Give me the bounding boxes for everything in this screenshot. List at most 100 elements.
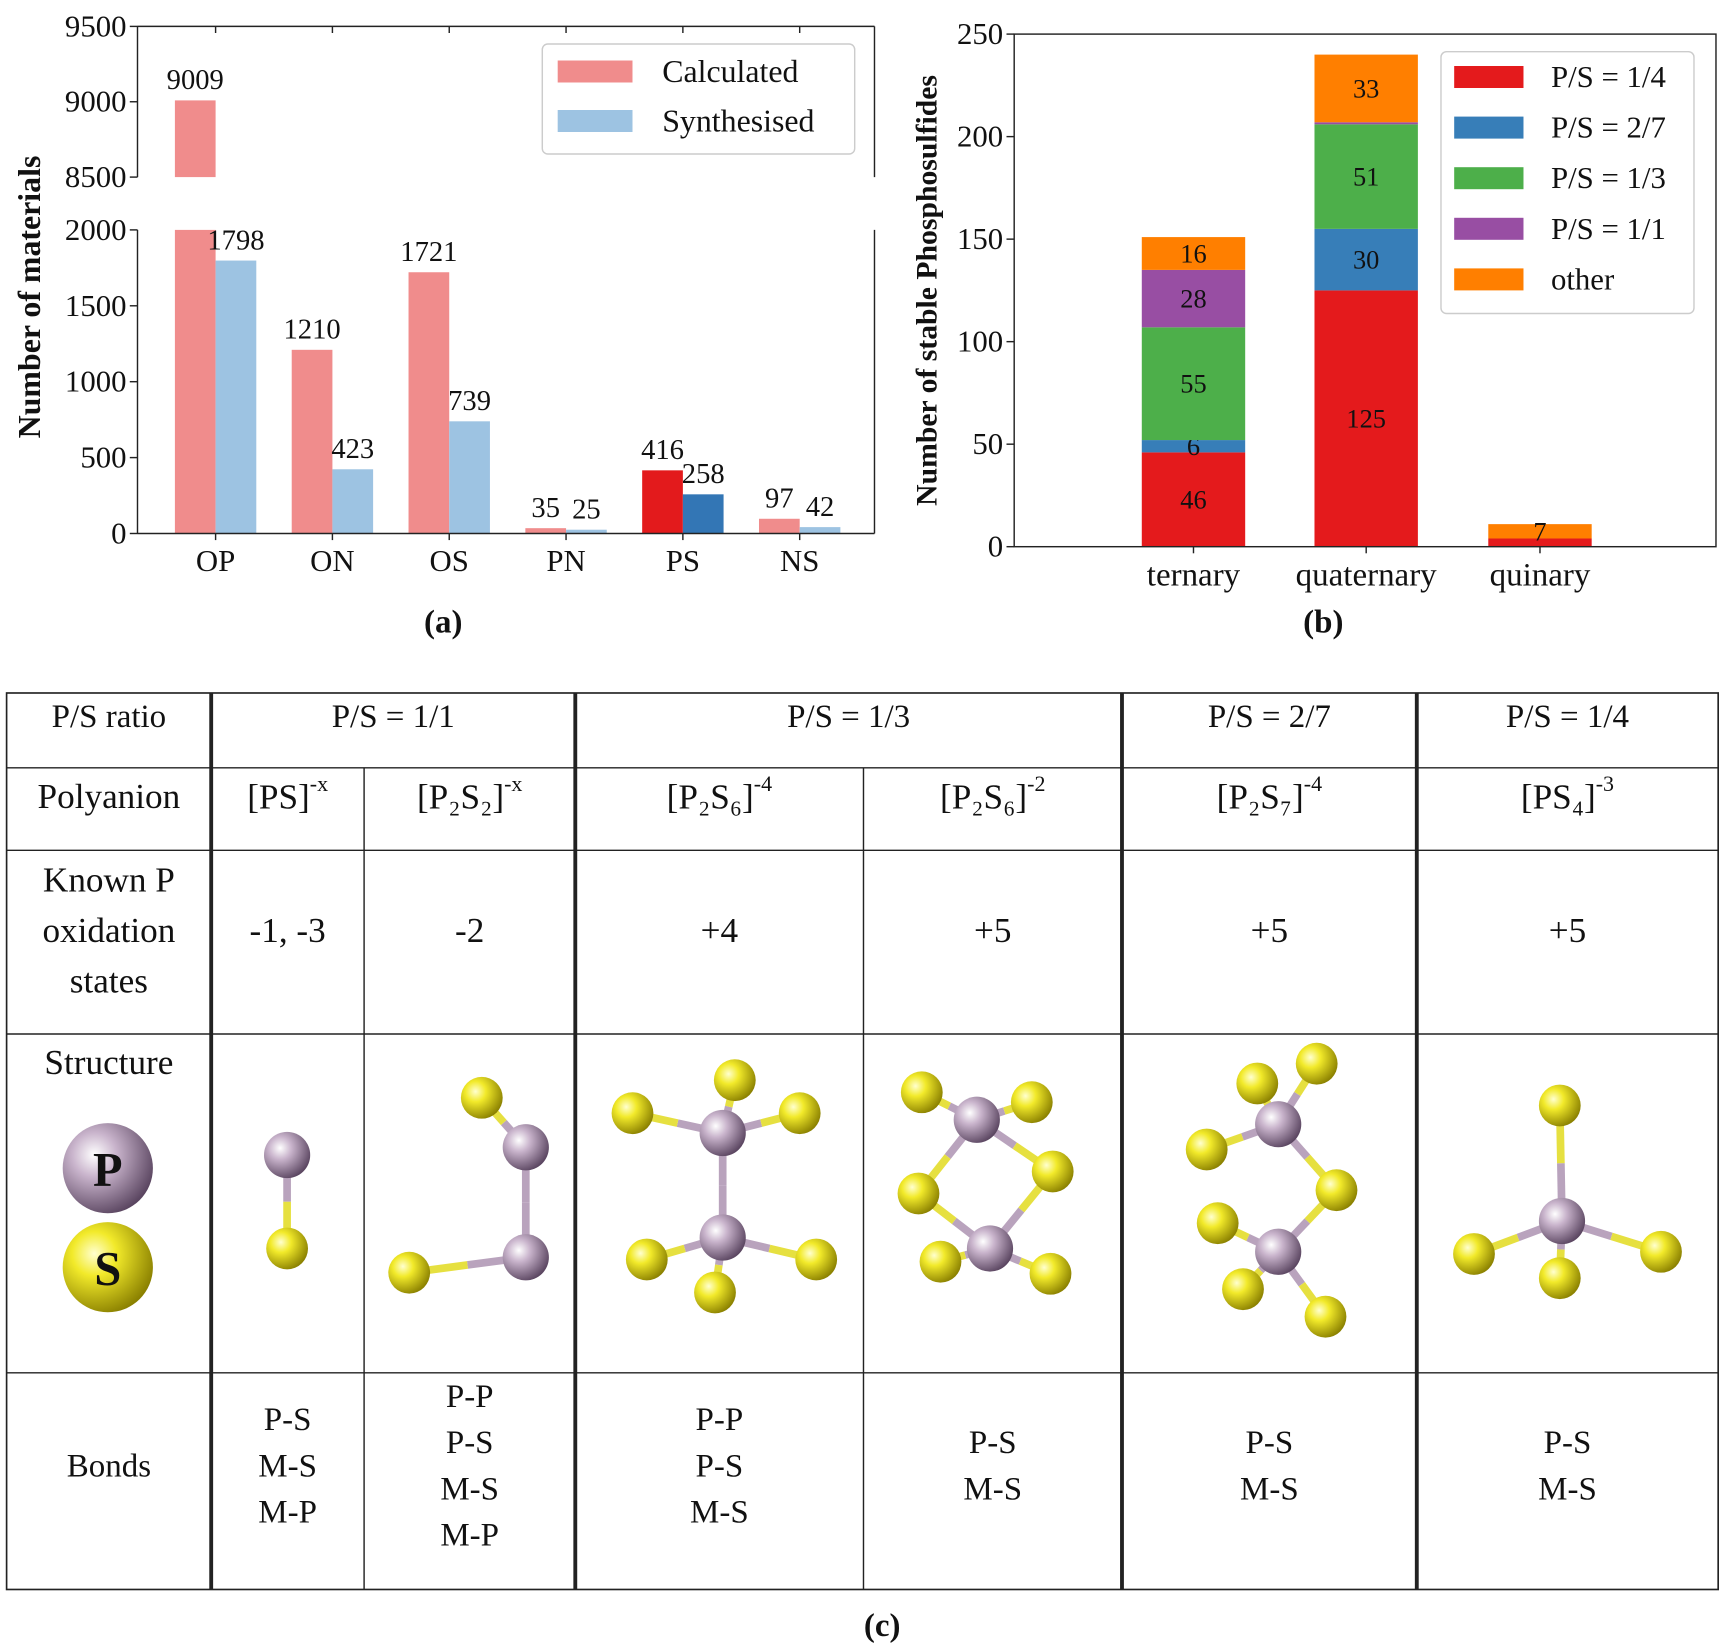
row-header: Bonds <box>67 1448 151 1484</box>
data-label: 258 <box>682 459 725 490</box>
legend-swatch <box>557 109 633 132</box>
y-axis-label: Number of materials <box>12 156 47 439</box>
bar-segment <box>1314 228 1418 291</box>
atom-legend <box>62 1123 153 1214</box>
sulfur-atom <box>778 1092 821 1135</box>
oxidation-state: +5 <box>1549 911 1586 950</box>
bar <box>525 528 567 534</box>
bar <box>408 272 450 534</box>
y-tick-label: 250 <box>957 17 1003 51</box>
caption: (b) <box>1303 605 1343 641</box>
bond-type: P-P <box>446 1379 494 1415</box>
sulfur-atom <box>611 1092 654 1135</box>
sulfur-atom <box>1304 1295 1347 1338</box>
data-label: 28 <box>1180 284 1206 314</box>
ratio-header: P/S = 1/4 <box>1506 699 1629 735</box>
bar-segment <box>1141 440 1246 453</box>
data-label: 739 <box>448 386 491 417</box>
polyanion-formula: [PS] <box>247 777 310 816</box>
bar <box>758 518 800 534</box>
sulfur-atom <box>1640 1230 1682 1273</box>
polyanion: [P₂S₂]-x <box>417 771 522 816</box>
data-label: 46 <box>1180 485 1206 515</box>
polyanion-charge: -2 <box>1027 771 1045 796</box>
sulfur-atom <box>1295 1042 1338 1085</box>
legend-label: Synthesised <box>662 103 814 138</box>
bar <box>174 100 216 178</box>
ratio-header: P/S = 2/7 <box>1208 699 1331 735</box>
oxidation-state: -2 <box>455 911 484 950</box>
bar-segment <box>1488 524 1592 539</box>
polyanion-formula: [P₂S₆] <box>940 777 1027 816</box>
sulfur-atom <box>713 1059 756 1102</box>
y-tick-label: 1500 <box>65 289 127 323</box>
data-label: 1798 <box>207 225 264 256</box>
sulfur-atom <box>795 1238 838 1281</box>
legend-label: P/S = 1/1 <box>1551 212 1666 246</box>
row-header: Polyanion <box>38 777 181 816</box>
bar-segment <box>1141 269 1246 328</box>
oxidation-state: +5 <box>1251 911 1288 950</box>
bond-type: M-P <box>440 1518 499 1554</box>
row-header: Known P <box>43 860 175 899</box>
bar <box>291 349 333 534</box>
sulfur-atom <box>1538 1257 1581 1300</box>
y-tick-label: 9500 <box>65 9 127 43</box>
x-tick-label: quinary <box>1490 557 1591 593</box>
bar <box>642 470 683 534</box>
oxidation-state: -1, -3 <box>250 911 326 950</box>
polyanion-charge: -x <box>310 771 328 796</box>
x-tick-label: PS <box>666 544 700 578</box>
sulfur-atom <box>625 1238 668 1281</box>
atom-label: S <box>94 1243 121 1296</box>
y-tick-label: 8500 <box>65 160 127 194</box>
polyanion: [P₂S₆]-4 <box>667 771 772 816</box>
sulfur-atom <box>1236 1062 1279 1105</box>
phosphorus-atom <box>699 1109 746 1157</box>
data-label: 55 <box>1180 369 1206 399</box>
phosphorus-atom <box>502 1124 549 1171</box>
bar <box>682 494 724 534</box>
bond-type: P-S <box>696 1448 744 1484</box>
y-axis-label: Number of stable Phosphosulfides <box>911 75 943 506</box>
sulfur-atom <box>897 1172 940 1215</box>
bond-type: P-S <box>264 1402 312 1438</box>
polyanion-charge: -4 <box>1304 771 1322 796</box>
y-tick-label: 0 <box>988 530 1003 564</box>
caption: (a) <box>424 605 462 641</box>
legend-swatch <box>1454 217 1524 240</box>
sulfur-atom <box>1196 1202 1239 1245</box>
phosphorus-atom <box>1255 1101 1302 1148</box>
bar-segment <box>1314 124 1418 229</box>
polyanion-charge: -3 <box>1596 771 1614 796</box>
y-tick-label: 200 <box>957 120 1003 154</box>
x-tick-label: OS <box>430 544 469 578</box>
caption: (c) <box>864 1608 901 1644</box>
data-label: 97 <box>765 483 794 514</box>
bar <box>799 527 841 534</box>
y-tick-label: 1000 <box>65 365 127 399</box>
sulfur-atom <box>1453 1233 1495 1275</box>
data-label: 1210 <box>283 315 340 346</box>
sulfur-atom <box>266 1227 308 1270</box>
bar-segment <box>1314 122 1418 125</box>
row-header: oxidation <box>42 911 175 950</box>
sulfur-atom <box>694 1271 736 1314</box>
row-header: states <box>70 962 148 1001</box>
x-tick-label: PN <box>546 544 585 578</box>
y-tick-label: 2000 <box>65 213 127 247</box>
legend-label: P/S = 2/7 <box>1551 111 1666 145</box>
bar-segment <box>1488 538 1592 547</box>
sulfur-atom <box>1315 1169 1358 1212</box>
data-label: 423 <box>331 434 374 465</box>
polyanion: [P₂S₆]-2 <box>940 771 1045 816</box>
atom-label: P <box>93 1144 123 1197</box>
sulfur-atom <box>1222 1268 1264 1311</box>
phosphorus-atom <box>966 1225 1014 1272</box>
polyanion: [PS₄]-3 <box>1521 771 1614 816</box>
phosphorus-atom <box>699 1214 746 1261</box>
sulfur-atom <box>1029 1252 1072 1295</box>
bond-type: M-S <box>440 1471 499 1507</box>
legend-swatch <box>1454 116 1524 139</box>
bar-segment <box>1141 452 1246 547</box>
